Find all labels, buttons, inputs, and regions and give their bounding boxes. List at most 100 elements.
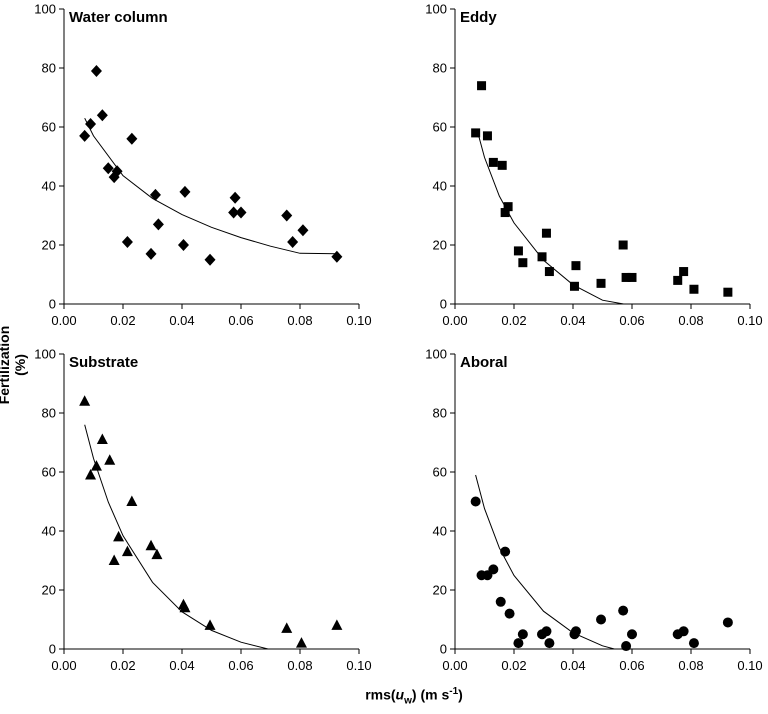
x-tick-label: 0.06 [619, 658, 644, 673]
data-point [90, 64, 102, 77]
data-point [513, 246, 523, 256]
data-point [152, 218, 164, 231]
x-tick-label: 0.02 [501, 313, 526, 328]
data-point [121, 236, 133, 249]
y-tick-label: 40 [42, 179, 56, 194]
y-tick-label: 20 [42, 583, 56, 598]
data-point [541, 228, 551, 238]
data-point [723, 287, 733, 297]
data-point [113, 530, 125, 542]
y-tick-label: 80 [42, 61, 56, 76]
x-tick-label: 0.00 [51, 658, 76, 673]
data-point [503, 202, 513, 212]
data-point [488, 564, 499, 575]
data-point [179, 601, 191, 613]
x-tick-label: 0.08 [287, 313, 312, 328]
data-point [126, 132, 138, 145]
y-tick-label: 40 [42, 524, 56, 539]
data-point [228, 206, 240, 219]
data-point [204, 253, 216, 266]
data-point [281, 209, 293, 222]
y-tick-label: 60 [42, 120, 56, 135]
data-point [229, 191, 241, 204]
panel-title: Water column [69, 9, 168, 26]
data-point [179, 185, 191, 198]
panel-title: Eddy [460, 9, 497, 26]
x-tick-label: 0.02 [110, 313, 135, 328]
panel-eddy: 0 20 40 60 80 100 0.00 0.02 0.04 0.06 0.08 0.10 Eddy [425, 2, 762, 329]
x-tick-label: 0.08 [678, 658, 703, 673]
panel-title: Aboral [460, 354, 508, 371]
x-tick-label: 0.10 [737, 658, 762, 673]
data-point [513, 638, 524, 649]
x-axis-label: rms(uw) (m s-1) [0, 686, 768, 706]
y-tick-label: 0 [49, 642, 56, 657]
data-point [678, 626, 689, 637]
x-tick-label: 0.10 [346, 658, 371, 673]
x-label-exponent: -1 [449, 686, 459, 697]
data-point [488, 157, 498, 167]
x-tick-label: 0.10 [346, 313, 371, 328]
data-point [571, 261, 581, 271]
x-tick-label: 0.06 [619, 313, 644, 328]
y-tick-label: 100 [34, 347, 56, 362]
data-point [204, 619, 216, 630]
y-tick-label: 80 [433, 406, 447, 421]
panel-substrate: 0 20 40 60 80 100 0.00 0.02 0.04 0.06 0.08 0.10 Subs… [34, 347, 371, 674]
data-point [79, 395, 91, 406]
data-point [295, 637, 307, 648]
data-point [722, 617, 733, 628]
data-point [673, 275, 683, 285]
x-tick-label: 0.02 [110, 658, 135, 673]
data-point [79, 129, 91, 142]
data-point [470, 496, 481, 507]
panel-water-column: 0 20 40 60 80 100 0.00 0.02 0.04 0.06 0.08 0.10 Wate… [34, 2, 371, 329]
data-point [90, 460, 102, 471]
data-point [121, 545, 133, 557]
x-tick-label: 0.06 [228, 313, 253, 328]
x-tick-label: 0.04 [169, 313, 194, 328]
x-tick-label: 0.02 [501, 658, 526, 673]
x-tick-label: 0.00 [51, 313, 76, 328]
data-point [621, 641, 632, 652]
data-point [477, 81, 487, 91]
y-tick-label: 0 [49, 297, 56, 312]
data-point [145, 539, 157, 551]
trend-line [475, 474, 617, 649]
data-point [281, 622, 293, 633]
data-point [570, 626, 581, 637]
data-point [149, 188, 161, 201]
x-label-close: ) [458, 686, 463, 703]
data-point [627, 629, 637, 640]
trend-line [84, 117, 337, 255]
x-tick-label: 0.04 [560, 313, 585, 328]
y-tick-label: 0 [440, 642, 447, 657]
data-point [495, 596, 506, 607]
data-point [108, 554, 120, 565]
x-label-unit: ) (m s [411, 686, 450, 703]
y-tick-label: 20 [433, 583, 447, 598]
y-axis-label: Fertilization (%) [0, 325, 28, 405]
data-point [621, 272, 631, 282]
data-point [688, 638, 699, 649]
x-tick-label: 0.04 [560, 658, 585, 673]
data-point [102, 162, 114, 175]
data-point [500, 546, 511, 557]
data-point [544, 638, 555, 649]
data-point [596, 614, 607, 625]
y-tick-label: 100 [425, 2, 447, 17]
data-point [111, 165, 123, 178]
data-point [497, 160, 507, 170]
data-point [235, 206, 247, 219]
data-point [518, 258, 528, 268]
data-point [504, 608, 515, 619]
x-tick-label: 0.08 [287, 658, 312, 673]
y-tick-label: 100 [34, 2, 56, 17]
data-point [96, 433, 108, 445]
data-point [151, 548, 163, 560]
data-point [104, 454, 116, 465]
data-point [569, 281, 579, 291]
data-point [85, 468, 97, 480]
data-point [482, 131, 492, 141]
